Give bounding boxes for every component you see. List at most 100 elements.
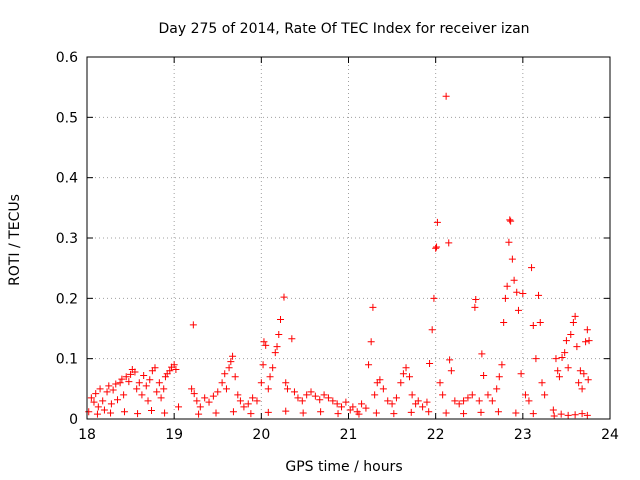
data-point: [538, 379, 546, 387]
data-point: [439, 391, 447, 399]
data-point: [573, 343, 581, 351]
x-axis-label: GPS time / hours: [285, 459, 402, 475]
data-point: [93, 410, 101, 418]
data-point: [506, 216, 514, 224]
data-point: [446, 356, 454, 364]
data-point: [142, 382, 150, 390]
data-point: [249, 394, 257, 402]
data-point: [426, 359, 434, 367]
data-point: [193, 397, 201, 405]
data-point: [294, 394, 302, 402]
data-point: [92, 390, 100, 398]
data-point: [260, 338, 268, 346]
data-point: [212, 409, 220, 417]
data-point: [433, 243, 441, 251]
data-point: [372, 409, 380, 417]
data-point: [428, 326, 436, 334]
data-point: [94, 403, 102, 411]
data-point: [290, 388, 298, 396]
data-point: [505, 238, 513, 246]
data-point: [303, 391, 311, 399]
data-point: [227, 358, 235, 366]
data-point: [288, 335, 296, 343]
data-point: [557, 410, 565, 418]
data-point: [122, 373, 130, 381]
data-point: [575, 379, 583, 387]
data-point: [133, 385, 141, 393]
data-points: [85, 92, 593, 420]
data-point: [275, 331, 283, 339]
data-point: [253, 397, 261, 405]
data-point: [225, 364, 233, 372]
data-point: [406, 373, 414, 381]
data-point: [90, 398, 98, 406]
data-point: [493, 385, 501, 393]
data-point: [358, 400, 366, 408]
data-point: [144, 397, 152, 405]
data-point: [529, 410, 537, 418]
data-point: [324, 394, 332, 402]
data-point: [196, 403, 204, 411]
data-point: [333, 400, 341, 408]
data-point: [218, 379, 226, 387]
data-point: [519, 290, 527, 298]
data-point: [146, 376, 154, 384]
data-point: [155, 379, 163, 387]
data-point: [100, 406, 108, 414]
data-point: [271, 349, 279, 357]
y-tick-label: 0.1: [56, 352, 78, 368]
data-point: [190, 390, 198, 398]
data-point: [334, 410, 342, 418]
data-point: [127, 370, 135, 378]
data-point: [259, 361, 267, 369]
data-point: [365, 361, 373, 369]
data-point: [580, 370, 588, 378]
data-point: [535, 291, 543, 299]
data-point: [555, 373, 563, 381]
data-point: [367, 338, 375, 346]
data-point: [269, 364, 277, 372]
data-point: [134, 410, 142, 418]
data-point: [231, 373, 239, 381]
data-point: [498, 361, 506, 369]
data-point: [118, 375, 126, 383]
data-point: [107, 400, 115, 408]
data-point: [578, 385, 586, 393]
data-point: [475, 397, 483, 405]
x-tick-label: 23: [514, 427, 532, 443]
data-point: [161, 373, 169, 381]
data-point: [517, 370, 525, 378]
data-point: [488, 397, 496, 405]
data-point: [175, 403, 183, 411]
data-point: [576, 367, 584, 375]
data-point: [460, 410, 468, 418]
data-point: [138, 391, 146, 399]
data-point: [478, 350, 486, 358]
y-tick-label: 0.3: [56, 231, 78, 247]
data-point: [316, 396, 324, 404]
data-point: [583, 326, 591, 334]
data-point: [436, 379, 444, 387]
data-point: [160, 385, 168, 393]
chart-title: Day 275 of 2014, Rate Of TEC Index for r…: [158, 21, 529, 37]
data-point: [109, 386, 117, 394]
data-point: [508, 255, 516, 263]
data-point: [148, 407, 156, 415]
data-point: [455, 400, 463, 408]
y-tick-label: 0: [69, 412, 78, 428]
data-point: [103, 388, 111, 396]
data-point: [549, 406, 557, 414]
x-tick-label: 24: [601, 427, 619, 443]
data-point: [477, 408, 485, 416]
data-point: [384, 397, 392, 405]
data-point: [342, 398, 350, 406]
data-point: [425, 408, 433, 416]
data-point: [222, 385, 230, 393]
data-point: [561, 349, 569, 357]
data-point: [114, 396, 122, 404]
data-point: [85, 408, 93, 416]
data-point: [311, 392, 319, 400]
data-point: [407, 408, 415, 416]
data-point: [299, 409, 307, 417]
